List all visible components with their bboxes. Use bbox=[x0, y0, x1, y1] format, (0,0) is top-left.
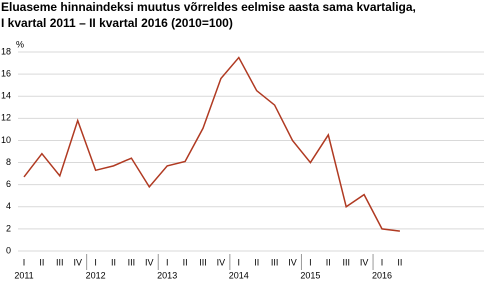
x-tick-label: III bbox=[342, 257, 350, 267]
x-tick-label: I bbox=[94, 257, 97, 267]
x-tick-label: II bbox=[254, 257, 259, 267]
x-tick-label: I bbox=[238, 257, 241, 267]
y-tick-label: 12 bbox=[1, 113, 11, 123]
chart-subtitle: I kvartal 2011 – II kvartal 2016 (2010=1… bbox=[1, 16, 233, 30]
x-tick-label: III bbox=[128, 257, 136, 267]
x-tick-label: II bbox=[397, 257, 402, 267]
y-tick-label: 16 bbox=[1, 68, 11, 78]
year-label: 2015 bbox=[300, 270, 320, 280]
chart-title: Eluaseme hinnaindeksi muutus võrreldes e… bbox=[1, 0, 416, 14]
y-tick-label: 6 bbox=[6, 179, 11, 189]
x-tick-label: I bbox=[309, 257, 312, 267]
x-tick-label: IV bbox=[288, 257, 297, 267]
year-label: 2014 bbox=[229, 270, 249, 280]
y-tick-label: 2 bbox=[6, 223, 11, 233]
x-tick-label: IV bbox=[217, 257, 226, 267]
y-tick-label: 0 bbox=[6, 245, 11, 255]
x-tick-label: II bbox=[111, 257, 116, 267]
year-label: 2016 bbox=[372, 270, 392, 280]
y-tick-label: 10 bbox=[1, 135, 11, 145]
year-label: 2011 bbox=[14, 270, 33, 280]
x-tick-label: II bbox=[39, 257, 44, 267]
x-tick-label: II bbox=[326, 257, 331, 267]
x-tick-label: I bbox=[166, 257, 169, 267]
x-tick-label: IV bbox=[145, 257, 154, 267]
y-axis-label: % bbox=[16, 39, 24, 49]
x-tick-label: IV bbox=[73, 257, 82, 267]
year-label: 2012 bbox=[86, 270, 106, 280]
x-tick-label: III bbox=[271, 257, 279, 267]
x-tick-label: I bbox=[381, 257, 384, 267]
y-tick-label: 4 bbox=[6, 201, 11, 211]
x-tick-label: III bbox=[56, 257, 64, 267]
y-tick-label: 8 bbox=[6, 157, 11, 167]
x-tick-label: IV bbox=[360, 257, 369, 267]
year-label: 2013 bbox=[157, 270, 177, 280]
x-tick-label: I bbox=[23, 257, 26, 267]
x-tick-label: II bbox=[183, 257, 188, 267]
y-tick-label: 18 bbox=[1, 46, 11, 56]
y-tick-label: 14 bbox=[1, 91, 11, 101]
data-line bbox=[23, 56, 400, 232]
x-tick-label: III bbox=[199, 257, 207, 267]
